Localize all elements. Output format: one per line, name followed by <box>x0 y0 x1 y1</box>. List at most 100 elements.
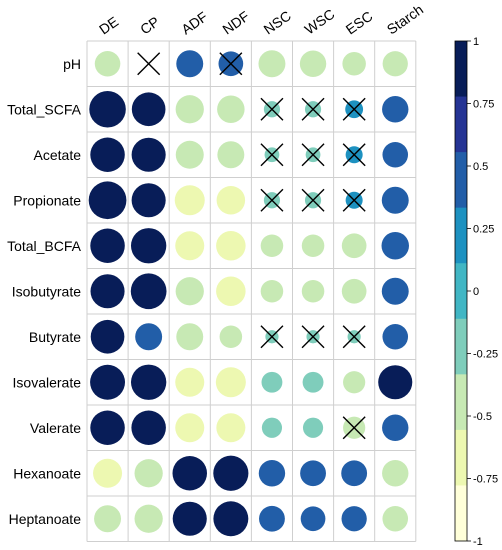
colorbar-segment <box>455 207 467 264</box>
colorbar-tick-label: 0 <box>473 286 479 298</box>
correlation-circle <box>382 51 408 77</box>
colorbar-segment <box>455 374 467 431</box>
correlation-circle <box>175 413 205 443</box>
correlation-circle <box>175 140 204 169</box>
correlation-circle <box>341 278 367 304</box>
correlation-circle <box>175 277 204 306</box>
column-label: DE <box>96 13 121 37</box>
column-label: ESC <box>343 8 376 38</box>
correlation-circle <box>90 319 125 354</box>
correlation-circle <box>382 414 409 441</box>
correlation-circle <box>302 417 324 438</box>
not-significant-mark <box>301 188 325 212</box>
correlation-circle <box>261 417 283 438</box>
colorbar-tick-label: -1 <box>473 536 483 548</box>
not-significant-mark <box>260 188 284 212</box>
correlation-circle <box>378 365 413 400</box>
colorbar-segment <box>455 41 467 98</box>
correlation-circle <box>258 50 286 78</box>
correlation-circle <box>216 276 246 307</box>
colorbar-segment <box>455 152 467 209</box>
correlation-circle <box>259 505 285 532</box>
correlation-circle <box>217 95 245 123</box>
correlation-circle <box>131 137 166 172</box>
correlation-circle <box>382 460 409 487</box>
correlation-circle <box>175 95 204 124</box>
correlation-circle <box>131 410 166 446</box>
correlation-circle <box>134 504 163 533</box>
correlation-circle <box>299 50 327 77</box>
correlation-circle <box>135 323 163 351</box>
correlation-circle <box>131 92 166 127</box>
correlation-circle <box>216 413 246 443</box>
correlation-circle <box>382 505 409 532</box>
colorbar-segment <box>455 429 467 486</box>
colorbar-tick-label: 1 <box>473 36 479 48</box>
colorbar-segment <box>455 485 467 542</box>
colorbar-segment <box>455 96 467 153</box>
correlation-circle <box>219 325 243 349</box>
not-significant-mark <box>219 52 243 76</box>
column-label: WSC <box>302 6 338 38</box>
colorbar-segment <box>455 318 467 375</box>
correlation-circle <box>213 501 249 537</box>
correlation-circle <box>131 183 166 218</box>
correlation-circle <box>176 323 204 351</box>
not-significant-mark <box>342 143 366 167</box>
correlation-circle <box>382 141 409 168</box>
colorbar-tick-label: 0.5 <box>473 161 488 173</box>
correlation-circle <box>88 181 127 220</box>
correlation-circle <box>260 234 284 258</box>
colorbar-tick-label: -0.75 <box>473 474 498 486</box>
not-significant-mark <box>342 325 366 349</box>
not-significant-mark <box>342 97 366 121</box>
not-significant-mark <box>342 416 366 440</box>
correlation-circle <box>176 50 204 78</box>
correlation-circle <box>130 364 167 400</box>
column-label: ADF <box>178 8 210 37</box>
colorbar-tick-label: 0.75 <box>473 99 494 111</box>
correlation-circle <box>130 228 167 264</box>
correlation-circle <box>215 367 246 398</box>
not-significant-mark <box>260 325 284 349</box>
correlation-circle <box>90 410 125 446</box>
correlation-circle <box>382 323 409 350</box>
correlation-circle <box>172 501 207 536</box>
correlation-circle <box>134 459 163 488</box>
correlation-circle <box>343 371 366 394</box>
correlation-circle <box>300 460 326 487</box>
not-significant-mark <box>301 325 325 349</box>
correlation-circle <box>93 458 123 488</box>
correlation-circle <box>94 505 122 533</box>
correlation-circle <box>341 506 367 532</box>
not-significant-mark <box>260 97 284 121</box>
colorbar-tick-label: -0.25 <box>473 349 498 361</box>
row-label: Butyrate <box>29 329 81 345</box>
row-label: pH <box>63 56 81 72</box>
row-label: Heptanoate <box>9 511 82 527</box>
column-label: Starch <box>384 1 426 37</box>
correlation-circle <box>90 364 126 400</box>
correlation-circle <box>175 367 205 397</box>
colorbar-segment <box>455 263 467 320</box>
correlation-circle <box>90 274 125 309</box>
correlation-circle <box>217 141 245 169</box>
correlation-circle <box>130 273 167 310</box>
correlation-circle <box>300 506 326 532</box>
not-significant-mark <box>301 143 325 167</box>
row-label: Total_SCFA <box>7 101 82 117</box>
correlation-circle <box>302 371 324 393</box>
correlation-circle <box>90 228 125 264</box>
row-label: Acetate <box>34 147 82 163</box>
correlation-circle <box>382 96 409 123</box>
not-significant-mark <box>342 188 366 212</box>
correlation-circle <box>260 279 284 303</box>
not-significant-mark <box>260 143 284 167</box>
correlation-circle <box>216 185 246 215</box>
correlation-circle <box>381 277 409 305</box>
correlation-circle <box>94 50 121 77</box>
row-label: Total_BCFA <box>7 238 82 254</box>
column-label: NDF <box>219 8 252 38</box>
correlation-circle <box>301 234 325 258</box>
